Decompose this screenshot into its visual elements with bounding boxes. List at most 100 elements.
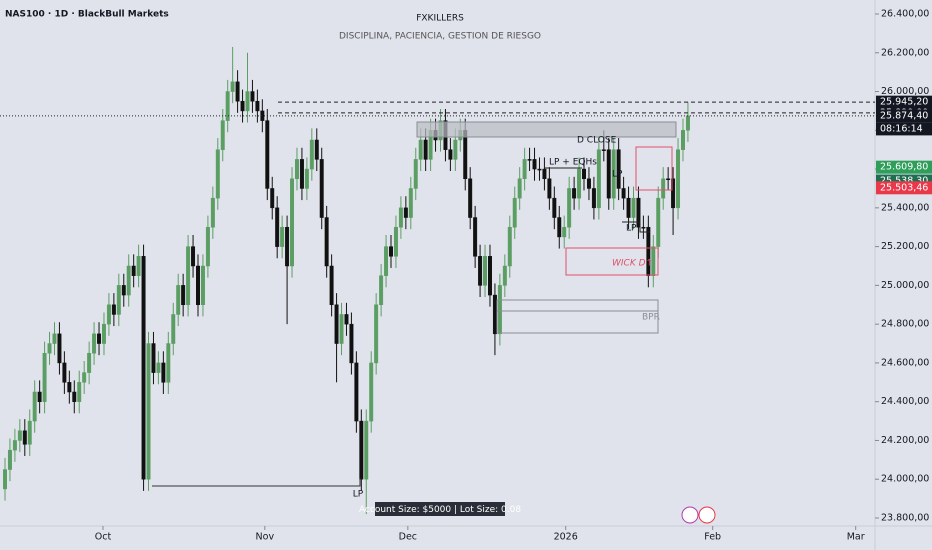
candle-body (121, 285, 126, 296)
candle-body (473, 217, 478, 257)
candle-body (418, 139, 423, 160)
candle-body (37, 391, 42, 402)
candle-body (3, 469, 7, 490)
x-tick-label: Dec (399, 532, 417, 543)
candle-body (106, 304, 111, 325)
candle-body (151, 343, 156, 373)
candle-body (82, 372, 87, 383)
candle-body (12, 440, 17, 451)
account-label-bg (375, 502, 505, 516)
candle-body (72, 391, 77, 402)
price-label-bg (876, 181, 932, 195)
price-label: 25.503,46 (880, 182, 928, 193)
candle-body (270, 188, 275, 209)
annotation: LP (353, 490, 364, 500)
candle-body (146, 343, 151, 480)
price-label-bg (876, 160, 932, 174)
candle-body (275, 207, 280, 247)
candle-body (606, 149, 611, 199)
candle-body (537, 168, 542, 171)
event-icon[interactable] (698, 506, 716, 524)
candle-body (601, 149, 606, 151)
candle-body (181, 285, 186, 306)
candle-body (611, 149, 616, 199)
candle-body (42, 352, 47, 402)
annotation: D CLOSE (577, 136, 617, 146)
candle-body (245, 91, 250, 112)
candle-body (577, 168, 582, 199)
candle-body (136, 256, 141, 276)
candle-body (294, 159, 299, 180)
candle-body (314, 139, 319, 160)
candle-body (626, 197, 631, 218)
candle-body (47, 343, 52, 354)
candle-body (389, 246, 393, 257)
y-tick-label: 24.000,00 (881, 474, 929, 485)
annotation: LP + EQHs (549, 158, 597, 168)
candle-body (483, 256, 488, 286)
price-label: 25.874,40 (880, 110, 928, 121)
candle-body (210, 197, 215, 228)
candle-body (319, 159, 324, 218)
candle-body (478, 256, 483, 286)
candle-body (512, 197, 517, 228)
candle-body (552, 197, 557, 218)
candle-body (22, 430, 27, 445)
candle-body (131, 265, 136, 276)
candle-body (225, 91, 230, 121)
price-label-bg (876, 109, 932, 123)
candle-body (359, 420, 364, 480)
candle-body (344, 314, 349, 325)
candle-body (542, 168, 547, 180)
candle-body (453, 139, 458, 160)
price-label: 25.945,20 (880, 97, 928, 108)
candle-body (661, 178, 666, 199)
candle-body (398, 207, 403, 228)
y-tick-label: 26.000,00 (881, 86, 929, 97)
candle-body (631, 197, 636, 218)
candle-body (280, 226, 285, 247)
candle-body (250, 91, 255, 102)
event-icon[interactable] (681, 506, 699, 524)
candle-body (97, 333, 102, 344)
supply-zone (416, 121, 677, 138)
candle-body (334, 304, 339, 344)
candle-body (171, 314, 176, 344)
candle-body (507, 226, 512, 267)
candle-body (591, 188, 596, 209)
chart-title: FXKILLERS (416, 14, 464, 24)
candle-body (161, 362, 166, 383)
chart-subtitle: DISCIPLINA, PACIENCIA, GESTION DE RIESGO (339, 32, 541, 42)
candle-body (562, 226, 567, 238)
lp-line (152, 478, 361, 487)
candle-body (408, 188, 413, 218)
candle-body (141, 256, 146, 480)
countdown-bg (876, 122, 932, 136)
candle-body (339, 314, 344, 344)
fvg-zone (635, 146, 673, 191)
candle-body (230, 81, 235, 92)
candle-body (116, 285, 121, 315)
symbol: NAS100 · 1D · BlackBull Markets (5, 10, 169, 20)
candle-body (7, 449, 12, 470)
candle-body (186, 246, 191, 306)
candle-body (111, 304, 116, 315)
account-label: Account Size: $5000 | Lot Size: 0.08 (359, 505, 521, 515)
candle-body (156, 362, 161, 373)
candle-body (666, 178, 671, 181)
candle-body (646, 226, 651, 276)
x-tick-label: Mar (847, 532, 865, 543)
candle-body (502, 265, 507, 286)
annotation: BPR (642, 313, 660, 323)
wick-zone (565, 247, 659, 276)
annotation: LP (612, 170, 623, 180)
candle-body (393, 226, 398, 257)
candle-body (522, 159, 527, 180)
candle-body (423, 139, 428, 160)
candle-body (651, 246, 656, 276)
candle-body (671, 178, 676, 209)
candle-body (636, 197, 641, 228)
candle-body (304, 168, 309, 189)
candle-body (196, 265, 200, 306)
